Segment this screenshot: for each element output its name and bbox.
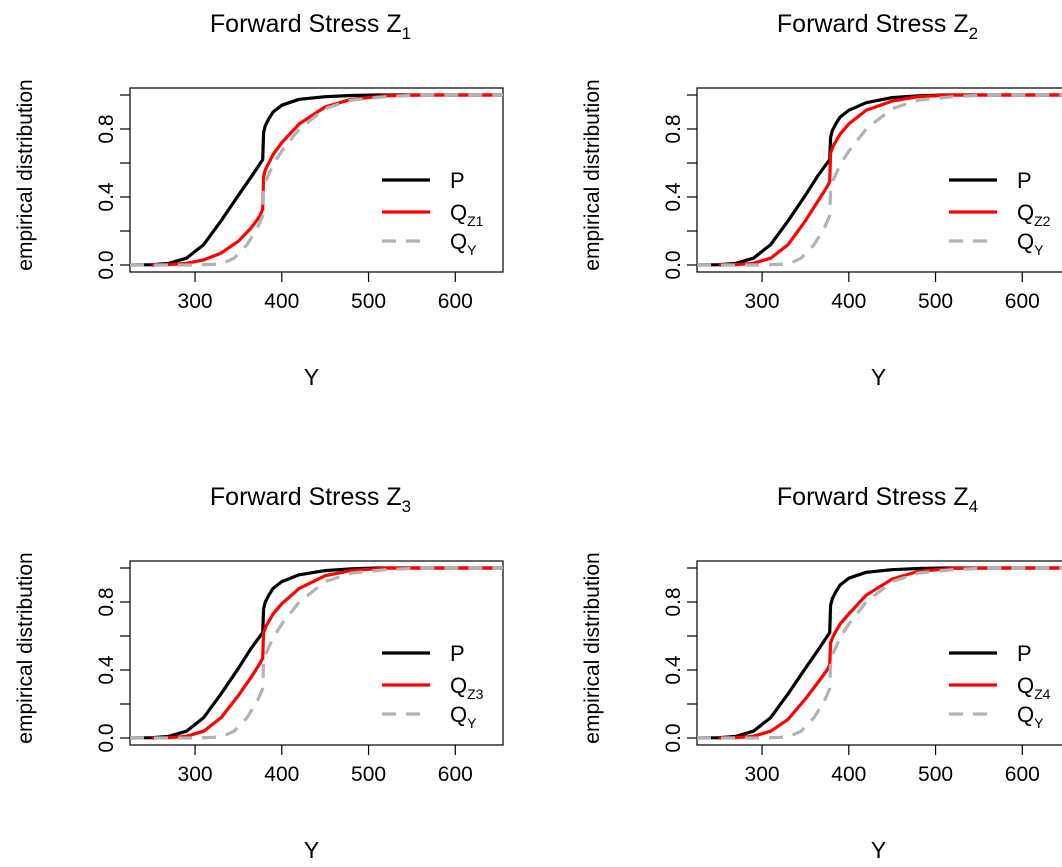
legend-label: QY <box>1017 229 1044 258</box>
y-axis-label: empirical distribution <box>581 552 604 743</box>
x-tick-label: 600 <box>438 290 473 313</box>
chart-panel-1: Forward Stress Z1 300 400 500 600 0.0 0.4 0.8 Ye… <box>14 10 504 390</box>
plot-frame <box>696 87 1062 273</box>
y-tick-label: 0.0 <box>662 250 685 279</box>
x-tick-label: 400 <box>264 763 299 786</box>
chart-title-text: Forward Stress Z <box>210 10 402 38</box>
legend-label: QY <box>1017 702 1044 731</box>
x-tick-label: 600 <box>438 763 473 786</box>
y-axis-label: empirical distribution <box>14 552 37 743</box>
legend-label: QZ2 <box>1017 200 1051 229</box>
y-axis-label: empirical distribution <box>581 79 604 270</box>
chart-title-subscript: 2 <box>969 24 978 43</box>
legend-label: QZ1 <box>450 200 484 229</box>
x-tick-label: 600 <box>1005 763 1040 786</box>
x-tick-label: 300 <box>178 763 213 786</box>
x-tick-label: 500 <box>918 763 953 786</box>
x-axis-label: Y <box>304 364 319 390</box>
chart-title: Forward Stress Z1 <box>210 10 411 43</box>
chart-title-subscript: 4 <box>969 497 978 516</box>
series-line-qy <box>130 93 503 267</box>
legend-label: P <box>450 168 465 193</box>
x-axis-label: Y <box>871 837 886 863</box>
x-tick-label: 600 <box>1005 290 1040 313</box>
x-tick-label: 500 <box>351 763 386 786</box>
series-group <box>697 93 1062 267</box>
series-group <box>130 93 503 267</box>
y-tick-label: 0.8 <box>95 587 118 616</box>
series-line-qz <box>718 566 1062 740</box>
x-tick-label: 500 <box>918 290 953 313</box>
chart-title: Forward Stress Z4 <box>777 483 978 516</box>
series-line-qz <box>718 93 1062 267</box>
y-tick-label: 0.8 <box>662 114 685 143</box>
legend-label: QZ4 <box>1017 673 1051 702</box>
series-line-qy <box>130 566 503 740</box>
y-axis-label: empirical distribution <box>14 79 37 270</box>
plot-frame <box>696 560 1062 746</box>
x-tick-label: 400 <box>831 763 866 786</box>
legend-label: P <box>1017 168 1032 193</box>
y-tick-label: 0.4 <box>95 182 118 212</box>
chart-title-subscript: 1 <box>402 24 411 43</box>
chart-panel-2: Forward Stress Z2 300 400 500 600 0.0 0.4 0.8 Ye… <box>581 10 1062 390</box>
y-tick-label: 0.4 <box>662 655 685 685</box>
y-tick-label: 0.8 <box>95 114 118 143</box>
legend-label: QY <box>450 229 477 258</box>
chart-title-subscript: 3 <box>402 497 411 516</box>
x-tick-label: 500 <box>351 290 386 313</box>
x-axis-label: Y <box>871 364 886 390</box>
series-line-qy <box>697 93 1062 267</box>
series-group <box>697 566 1062 740</box>
chart-title-text: Forward Stress Z <box>210 483 402 511</box>
legend-label: P <box>1017 641 1032 666</box>
y-tick-label: 0.0 <box>662 723 685 752</box>
y-tick-label: 0.4 <box>662 182 685 212</box>
y-tick-label: 0.8 <box>662 587 685 616</box>
plot-frame <box>129 560 504 746</box>
x-tick-label: 400 <box>264 290 299 313</box>
series-line-qy <box>697 566 1062 740</box>
legend-label: QZ3 <box>450 673 484 702</box>
legend-label: QY <box>450 702 477 731</box>
y-tick-label: 0.0 <box>95 723 118 752</box>
chart-title-text: Forward Stress Z <box>777 483 969 511</box>
y-tick-label: 0.4 <box>95 655 118 685</box>
x-tick-label: 300 <box>745 763 780 786</box>
series-line-p <box>697 566 1062 740</box>
series-group <box>130 566 503 740</box>
chart-panel-3: Forward Stress Z3 300 400 500 600 0.0 0.4 0.8 Ye… <box>14 483 504 863</box>
chart-title-text: Forward Stress Z <box>777 10 969 38</box>
chart-title: Forward Stress Z2 <box>777 10 978 43</box>
y-tick-label: 0.0 <box>95 250 118 279</box>
x-tick-label: 300 <box>745 290 780 313</box>
x-tick-label: 400 <box>831 290 866 313</box>
chart-panel-4: Forward Stress Z4 300 400 500 600 0.0 0.4 0.8 Ye… <box>581 483 1062 863</box>
plot-frame <box>129 87 504 273</box>
chart-title: Forward Stress Z3 <box>210 483 411 516</box>
series-line-p <box>130 566 503 740</box>
x-tick-label: 300 <box>178 290 213 313</box>
series-line-p <box>130 93 503 267</box>
legend-label: P <box>450 641 465 666</box>
series-line-qz <box>151 566 503 740</box>
x-axis-label: Y <box>304 837 319 863</box>
